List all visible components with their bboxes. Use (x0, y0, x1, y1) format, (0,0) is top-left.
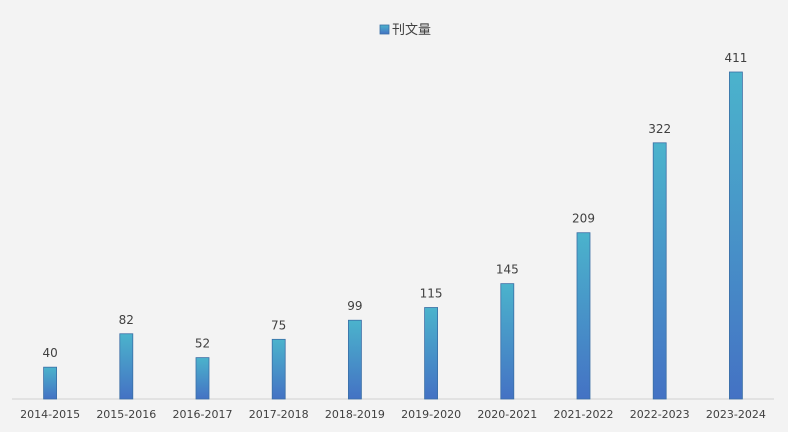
bar-2023-2024 (729, 71, 743, 400)
bar-2017-2018 (271, 338, 286, 400)
x-tick-label-2021-2022: 2021-2022 (554, 408, 614, 421)
x-tick-label-2016-2017: 2016-2017 (173, 408, 233, 421)
data-label-2022-2023: 322 (648, 122, 671, 136)
bars-layer (43, 71, 743, 400)
legend-label: 刊文量 (392, 23, 431, 38)
bar-2020-2021 (500, 283, 515, 400)
x-tick-label-2017-2018: 2017-2018 (249, 408, 309, 421)
x-tick-label-2019-2020: 2019-2020 (401, 408, 461, 421)
data-label-2021-2022: 209 (572, 212, 595, 226)
bar-2018-2019 (347, 319, 362, 400)
x-tick-label-2020-2021: 2020-2021 (477, 408, 537, 421)
x-tick-label-2023-2024: 2023-2024 (706, 408, 766, 421)
data-label-2014-2015: 40 (42, 346, 57, 360)
legend: 刊文量 (379, 23, 431, 38)
data-label-2020-2021: 145 (496, 263, 519, 277)
data-label-2018-2019: 99 (347, 299, 362, 313)
data-label-2023-2024: 411 (724, 51, 747, 65)
x-tick-label-2022-2023: 2022-2023 (630, 408, 690, 421)
x-tick-label-2015-2016: 2015-2016 (96, 408, 156, 421)
bar-2016-2017 (195, 357, 210, 400)
data-label-2019-2020: 115 (420, 287, 443, 301)
x-tick-label-2014-2015: 2014-2015 (20, 408, 80, 421)
data-label-2017-2018: 75 (271, 318, 286, 332)
bar-2015-2016 (119, 333, 134, 400)
legend-swatch (379, 24, 390, 35)
bar-2019-2020 (424, 307, 439, 400)
data-labels-layer: 40 82 52 75 99 115 145 209 322 411 (42, 51, 747, 360)
x-axis-ticks-layer: 2014-2015 2015-2016 2016-2017 2017-2018 2018… (20, 408, 766, 421)
bar-2014-2015 (43, 366, 57, 400)
bar-2021-2022 (576, 232, 591, 400)
data-label-2016-2017: 52 (195, 337, 210, 351)
data-label-2015-2016: 82 (119, 313, 134, 327)
x-tick-label-2018-2019: 2018-2019 (325, 408, 385, 421)
bar-2022-2023 (652, 142, 667, 400)
